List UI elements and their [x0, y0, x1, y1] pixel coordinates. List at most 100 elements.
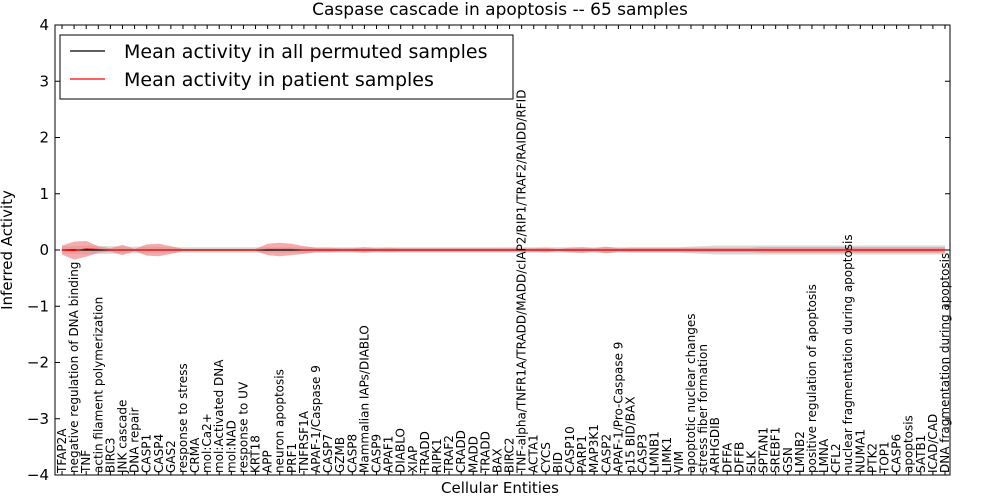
data-point-patient — [847, 249, 849, 251]
x-tick-label: CASP10 — [563, 426, 577, 473]
x-tick-label: BIRC3 — [103, 437, 117, 473]
x-tick-label: GSN — [781, 447, 795, 473]
data-point-patient — [835, 249, 837, 251]
series-line-patient — [61, 248, 945, 252]
x-tick-label: CYCS — [539, 442, 553, 473]
x-tick-label: negative regulation of DNA binding — [67, 262, 81, 473]
x-tick-label: TRADD — [418, 431, 432, 474]
x-tick-label: mol:NAD — [224, 420, 238, 473]
chart-title: Caspase cascade in apoptosis -- 65 sampl… — [312, 0, 688, 20]
data-point-patient — [763, 249, 764, 251]
data-point-patient — [823, 249, 825, 251]
data-point-patient — [787, 249, 789, 251]
data-point-patient — [472, 249, 474, 251]
x-tick-label: TOP1 — [878, 441, 892, 474]
data-point-patient — [400, 249, 402, 251]
data-point-patient — [218, 249, 220, 251]
data-point-patient — [448, 249, 450, 251]
data-point-patient — [460, 249, 462, 251]
data-point-patient — [714, 249, 716, 251]
data-point-patient — [654, 249, 656, 251]
data-point-patient — [726, 249, 728, 251]
x-tick-label: apoptotic nuclear changes — [684, 314, 698, 473]
data-point-patient — [545, 249, 547, 251]
x-tick-label: p15 BID/BAX — [624, 397, 638, 473]
x-tick-label: apoptosis — [902, 415, 916, 473]
x-tick-label: DNA fragmentation during apoptosis — [938, 253, 952, 473]
data-point-patient — [85, 248, 87, 250]
x-tick-label: APAF-1/Caspase 9 — [309, 365, 323, 473]
data-point-patient — [339, 249, 341, 251]
x-tick-label: MADD — [466, 436, 480, 473]
data-point-patient — [436, 249, 438, 251]
data-point-patient — [569, 249, 571, 251]
data-point-patient — [73, 250, 75, 252]
x-tick-label: CASP9 — [370, 434, 384, 473]
legend-label-patient: Mean activity in patient samples — [124, 69, 434, 91]
x-tick-label: CASP2 — [599, 434, 613, 473]
x-tick-label: CASP4 — [152, 434, 166, 473]
x-tick-label: DFFB — [732, 442, 746, 473]
legend-label-permuted: Mean activity in all permuted samples — [124, 41, 487, 63]
x-tick-label: JNK cascade — [116, 400, 130, 474]
data-point-patient — [533, 249, 535, 251]
x-tick-label: ACTA1 — [527, 434, 541, 473]
data-point-patient — [110, 249, 111, 251]
data-point-patient — [666, 249, 668, 251]
x-tick-label: LMNB1 — [648, 431, 662, 473]
data-point-patient — [303, 249, 305, 251]
x-tick-label: DNA repair — [128, 407, 142, 473]
x-tick-label: LIMK1 — [660, 437, 674, 473]
data-point-patient — [182, 249, 184, 251]
x-tick-label: BAX — [491, 448, 505, 473]
x-tick-label: MAP3K1 — [587, 424, 601, 473]
x-tick-label: VIM — [672, 451, 686, 473]
data-point-patient — [376, 249, 377, 251]
x-tick-label: stress fiber formation — [696, 344, 710, 473]
y-tick-label: −3 — [27, 410, 49, 428]
data-point-patient — [932, 249, 934, 251]
x-tick-label: TRAF2 — [442, 435, 456, 474]
x-tick-label: SLK — [745, 450, 759, 473]
series-lines — [61, 248, 946, 252]
x-tick-label: neuron apoptosis — [273, 369, 287, 473]
y-tick-label: 1 — [39, 185, 49, 203]
x-tick-label: mol:Activated DNA — [212, 359, 226, 473]
y-tick-label: −4 — [27, 466, 49, 484]
data-point-patient — [690, 249, 692, 251]
x-tick-label: KRT18 — [249, 435, 263, 473]
x-tick-label: NUMA1 — [853, 429, 867, 473]
data-point-patient — [158, 249, 160, 251]
x-tick-label: XIAP — [406, 446, 420, 473]
x-tick-label: LMNB2 — [793, 431, 807, 473]
data-point-patient — [424, 249, 426, 251]
data-point-patient — [618, 249, 619, 251]
data-point-patient — [521, 249, 522, 251]
data-point-patient — [920, 249, 922, 251]
x-tick-label: CASP8 — [345, 434, 359, 473]
x-tick-label: SREBF1 — [769, 427, 783, 473]
data-point-patient — [194, 249, 196, 251]
data-point-patient — [327, 249, 329, 251]
x-tick-label: APP — [261, 450, 275, 473]
data-point-patient — [605, 249, 607, 251]
x-tick-label: CFL2 — [829, 443, 843, 473]
data-point-patient — [351, 249, 353, 251]
data-point-patient — [678, 249, 680, 251]
x-tick-label: CASP6 — [890, 434, 904, 473]
x-tick-label: CASP3 — [636, 434, 650, 473]
data-point-patient — [61, 249, 63, 251]
y-tick-label: 4 — [39, 16, 49, 34]
data-point-patient — [557, 249, 559, 251]
x-tick-label: TFAP2A — [55, 428, 69, 474]
data-point-patient — [739, 249, 740, 251]
x-tick-label: GAS2 — [164, 440, 178, 473]
x-tick-label: GZMB — [333, 437, 347, 473]
data-point-patient — [134, 249, 136, 251]
data-point-patient — [896, 249, 897, 251]
x-tick-label: TRADD — [478, 431, 492, 474]
y-tick-label: 0 — [39, 241, 49, 259]
x-tick-label: response to UV — [236, 381, 250, 473]
data-point-patient — [884, 249, 885, 251]
y-axis-label: Inferred Activity — [0, 190, 16, 310]
